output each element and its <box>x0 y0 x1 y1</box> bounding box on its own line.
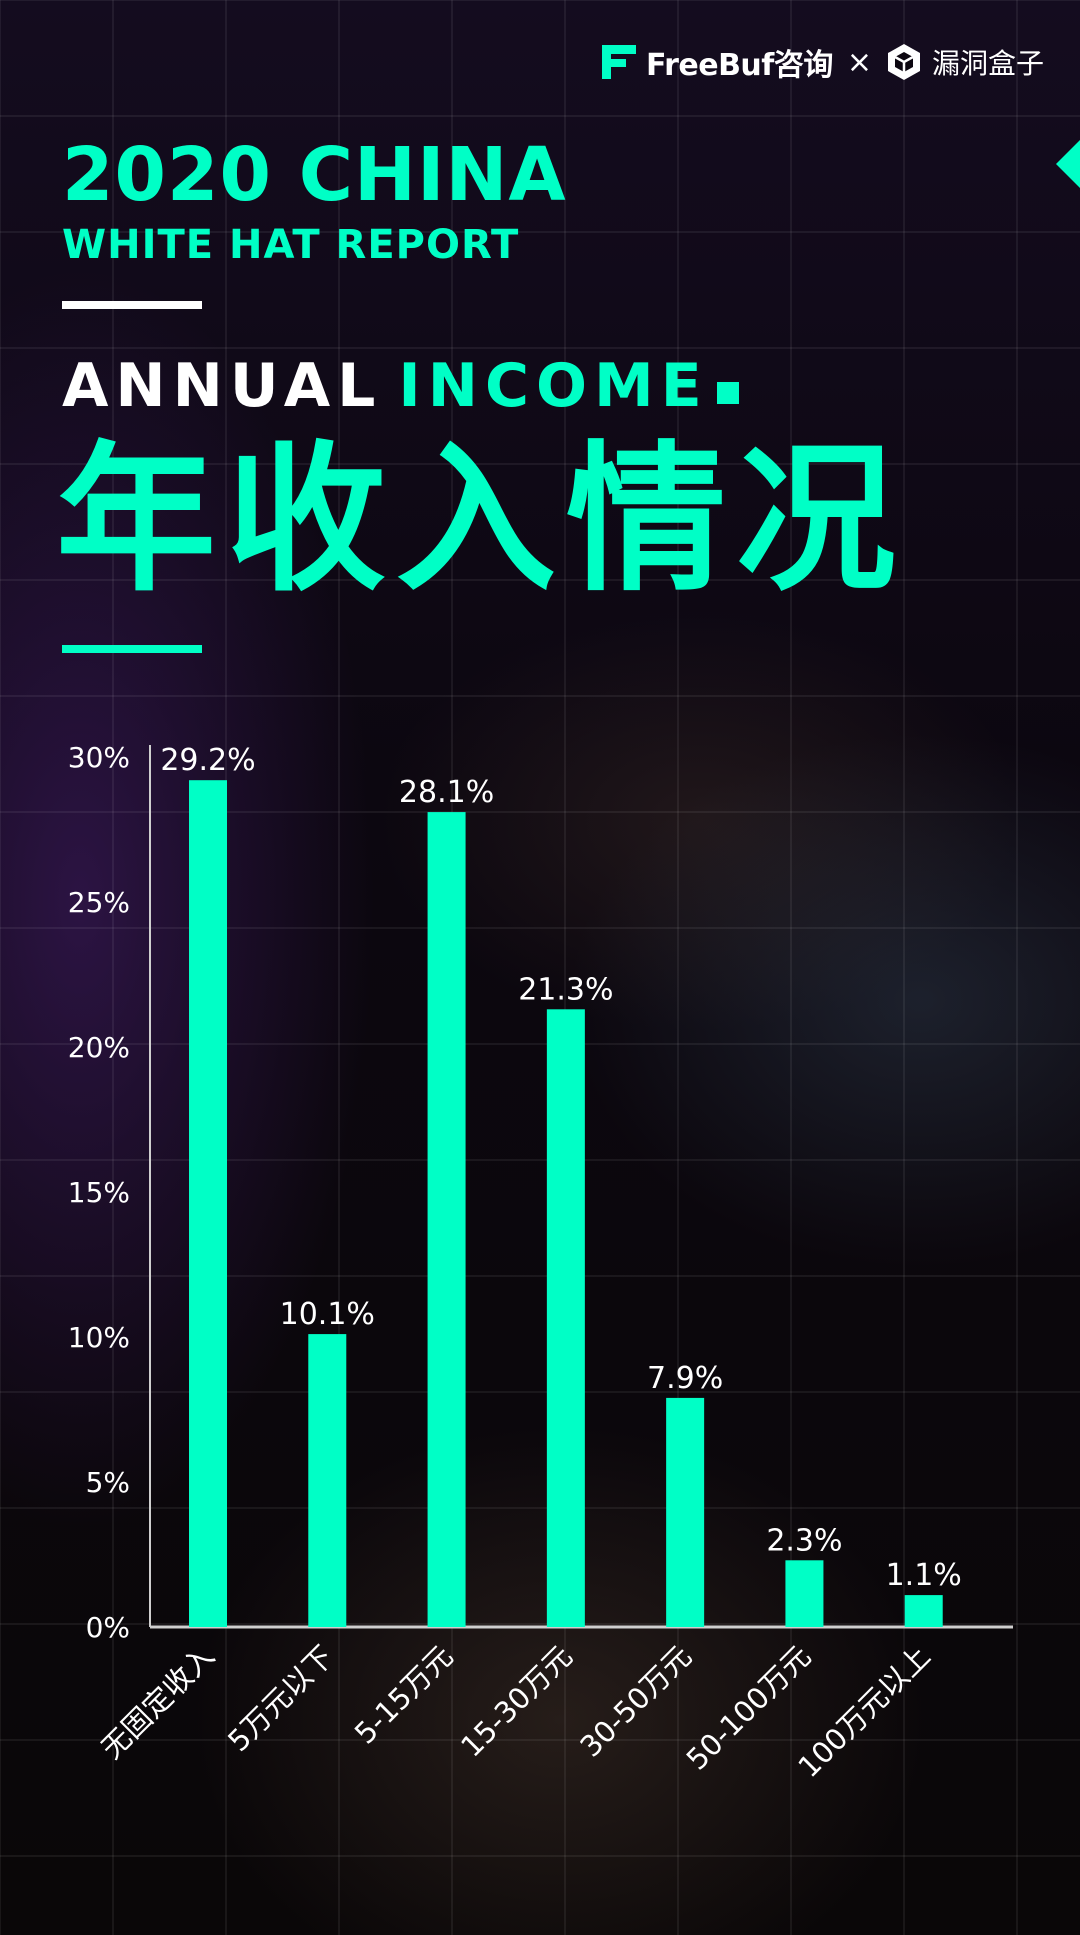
brand-separator: × <box>846 44 872 80</box>
title-report: WHITE HAT REPORT <box>62 222 520 268</box>
bar-value-label: 10.1% <box>280 1297 375 1332</box>
freebuf-logo-icon <box>602 45 636 79</box>
bar-value-label: 2.3% <box>766 1523 842 1558</box>
bar <box>308 1334 347 1627</box>
brand-name: FreeBuf咨询 <box>646 48 833 83</box>
divider-white <box>62 301 202 309</box>
y-tick-label: 5% <box>86 1466 130 1499</box>
bar <box>427 812 466 1627</box>
y-tick-label: 0% <box>86 1611 130 1644</box>
brand-header: FreeBuf咨询 × 漏洞盒子 <box>602 40 1044 84</box>
bar-value-label: 28.1% <box>399 775 494 810</box>
category-label: 30-50万元 <box>573 1639 698 1764</box>
bar-value-label: 1.1% <box>886 1558 962 1593</box>
heading-dot <box>716 382 739 404</box>
y-tick-label: 20% <box>68 1031 130 1064</box>
heading-english: ANNUAL INCOME <box>62 356 739 416</box>
arrow-left-icon <box>1056 140 1080 188</box>
bar-value-label: 29.2% <box>160 743 255 778</box>
category-label: 5-15万元 <box>348 1639 460 1751</box>
heading-word-annual: ANNUAL <box>62 351 383 421</box>
bar-value-label: 21.3% <box>518 972 613 1007</box>
title-year: 2020 CHINA <box>62 132 567 218</box>
bar <box>189 780 227 1627</box>
category-label: 5万元以下 <box>221 1639 340 1758</box>
heading-word-income: INCOME <box>398 351 709 421</box>
y-tick-label: 25% <box>68 886 130 919</box>
bar <box>904 1595 943 1627</box>
y-tick-label: 15% <box>68 1176 130 1209</box>
bar <box>666 1397 705 1627</box>
divider-green <box>62 645 202 653</box>
bar <box>546 1009 585 1627</box>
category-label: 15-30万元 <box>454 1639 579 1764</box>
bar-value-label: 7.9% <box>647 1361 723 1396</box>
partner-name: 漏洞盒子 <box>931 47 1044 80</box>
bar <box>785 1560 824 1627</box>
y-tick-label: 10% <box>68 1321 130 1354</box>
category-label: 无固定收入 <box>94 1639 221 1766</box>
heading-chinese: 年收入情况 <box>56 426 907 613</box>
y-tick-label: 30% <box>68 741 130 774</box>
cube-logo-icon <box>887 44 920 80</box>
